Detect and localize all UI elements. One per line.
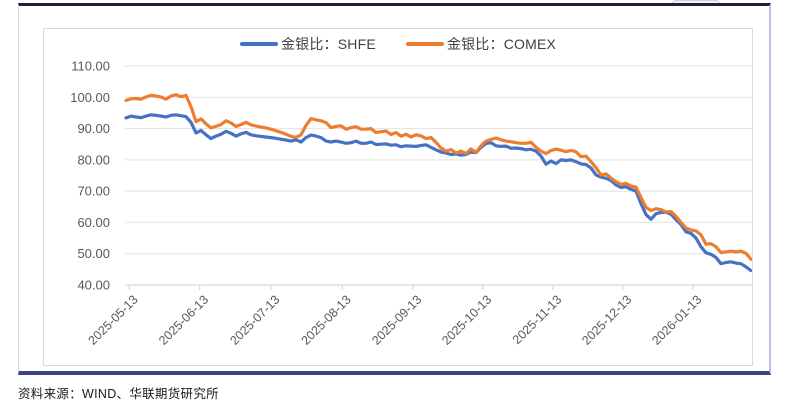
- chart-panel: 110.00 100.00 90.00 80.00 70.00 60.00 50.00 40.…: [43, 28, 753, 366]
- y-axis-label: 60.00: [77, 215, 110, 230]
- chart-legend: 金银比：SHFE 金银比：COMEX: [44, 34, 752, 54]
- y-axis-label: 50.00: [77, 246, 110, 261]
- y-axis-label: 100.00: [70, 90, 110, 105]
- series-line-comex: [124, 93, 752, 261]
- legend-label-comex: 金银比：COMEX: [446, 36, 557, 52]
- y-axis-label: 70.00: [77, 184, 110, 199]
- y-axis-label: 90.00: [77, 121, 110, 136]
- y-axis-label: 40.00: [77, 278, 110, 293]
- legend-swatch-shfe: [239, 42, 278, 46]
- x-axis-label: 2026-01-13: [649, 293, 704, 348]
- x-axis-label: 2025-05-13: [85, 293, 140, 348]
- x-axis-label: 2025-12-13: [579, 293, 634, 348]
- series-line-shfe: [124, 113, 752, 273]
- report-frame: 110.00 100.00 90.00 80.00 70.00 60.00 50.00 40.…: [18, 3, 771, 375]
- x-axis-label: 2025-07-13: [227, 293, 282, 348]
- x-axis-label: 2025-08-13: [299, 293, 354, 348]
- x-axis-label: 2025-09-13: [369, 293, 424, 348]
- legend-label-shfe: 金银比：SHFE: [280, 36, 376, 52]
- y-axis-label: 80.00: [77, 152, 110, 167]
- x-axis-label: 2025-06-13: [156, 293, 211, 348]
- y-axis-label: 110.00: [71, 59, 110, 74]
- x-axis-label: 2025-11-13: [510, 293, 564, 347]
- source-note: 资料来源：WIND、华联期货研究所: [18, 387, 219, 401]
- x-axis-label: 2025-10-13: [439, 293, 494, 348]
- legend-item-comex: 金银比：COMEX: [405, 34, 557, 54]
- legend-swatch-comex: [405, 42, 444, 46]
- gold-silver-ratio-chart: 110.00 100.00 90.00 80.00 70.00 60.00 50.00 40.…: [70, 59, 752, 348]
- legend-item-shfe: 金银比：SHFE: [239, 34, 376, 54]
